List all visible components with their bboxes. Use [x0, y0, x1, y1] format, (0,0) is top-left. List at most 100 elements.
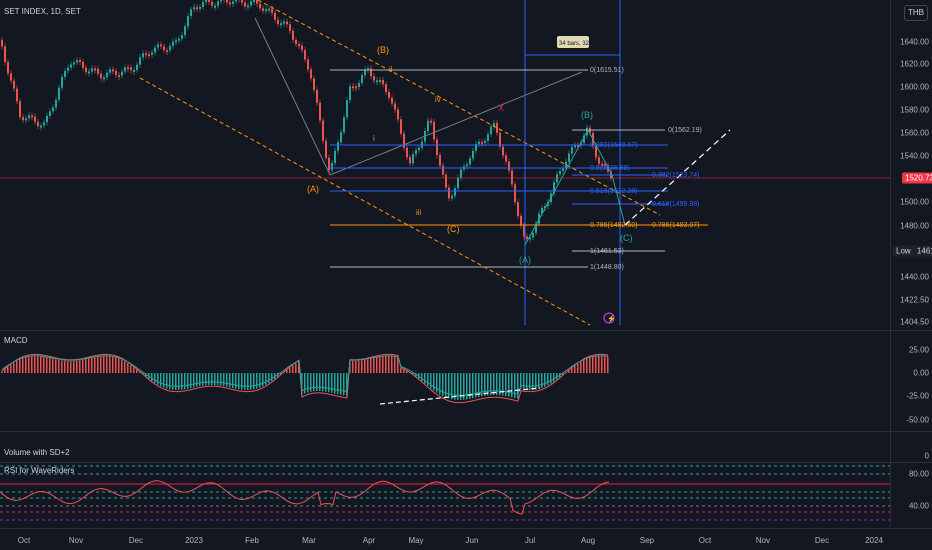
- channel-lower-line: [139, 77, 591, 326]
- fib-label-1538: 0.5(1538.88): [590, 165, 630, 172]
- time-tick: Sep: [639, 536, 655, 545]
- fan-line: [254, 17, 331, 176]
- time-tick: Jul: [524, 536, 536, 545]
- rsi-tick: 80.00: [908, 469, 929, 479]
- fan-line-2: [329, 71, 583, 176]
- price-tick: 1440.00: [900, 272, 929, 282]
- lightning-icon: [603, 312, 615, 324]
- wave-label-i: i: [373, 134, 375, 143]
- macd-histogram: [1, 356, 609, 400]
- wave-label-iii: iii: [416, 208, 422, 217]
- pane-divider[interactable]: [0, 462, 932, 463]
- price-chart-pane[interactable]: (B) (A) (C) ii i iii iv X (A) (B) (C) 0(…: [0, 0, 890, 330]
- price-tick: 1540.00: [900, 151, 929, 161]
- currency-button[interactable]: THB: [904, 5, 928, 21]
- time-tick: Dec: [814, 536, 830, 545]
- time-tick: 2023: [185, 536, 203, 545]
- time-axis-divider: [0, 528, 932, 529]
- currency-label: THB: [908, 8, 924, 17]
- fib-label-1483: 0.786(1483.07): [652, 222, 699, 229]
- current-price-tag: 1520.73: [902, 172, 932, 184]
- low-tag: Low 1461.61: [893, 245, 932, 257]
- volume-title: Volume with SD+2: [4, 448, 70, 457]
- pane-divider[interactable]: [0, 431, 932, 432]
- wave-label-X: X: [498, 103, 504, 113]
- wave-label-B: (B): [377, 45, 389, 55]
- wave-label-B-green: (B): [581, 110, 593, 120]
- macd-axis[interactable]: 25.00 0.00 -25.00 -50.00: [890, 331, 932, 431]
- exchange: SET: [65, 7, 81, 16]
- symbol-title: SET INDEX, 1D, SET: [4, 7, 81, 16]
- macd-tick: -25.00: [906, 391, 929, 401]
- time-tick: Nov: [68, 536, 84, 545]
- symbol-name: SET INDEX: [4, 7, 47, 16]
- fib-label-1499: 0.618(1499.98): [652, 201, 699, 208]
- macd-title: MACD: [4, 336, 28, 345]
- wave-path-green: [524, 128, 626, 246]
- time-tick: May: [408, 536, 424, 545]
- price-tick: 1500.00: [900, 197, 929, 207]
- macd-tick: 25.00: [908, 345, 929, 355]
- rsi-title: RSI for WaveRiders: [4, 466, 75, 475]
- fib-label-1482: 0.786(1482.60): [590, 222, 637, 229]
- date-range-tooltip-bg: [557, 36, 589, 48]
- low-value: 1461.61: [916, 246, 932, 256]
- time-tick: Oct: [17, 536, 31, 545]
- low-label: Low: [896, 246, 911, 256]
- fib-label-1615: 0(1615.51): [590, 67, 624, 74]
- time-tick: Nov: [755, 536, 771, 545]
- time-tick: Feb: [245, 536, 259, 545]
- fib-label-1523: 0.382(1523.74): [652, 172, 699, 179]
- signal-line: [1, 355, 609, 396]
- fib-label-1512: 0.618(1512.28): [590, 188, 637, 195]
- price-tick: 1560.00: [900, 128, 929, 138]
- fib-label-1461: 1(1461.53): [590, 248, 624, 255]
- volume-tick: 0: [924, 451, 929, 461]
- time-axis[interactable]: Oct Nov Dec 2023 Feb Mar Apr May Jun Jul…: [0, 529, 890, 550]
- volume-axis[interactable]: 0: [890, 432, 932, 462]
- wave-label-C-green: (C): [620, 233, 633, 243]
- fib-label-1448: 1(1448.80): [590, 264, 624, 271]
- date-range-tooltip: 34 bars, 32d: [559, 41, 592, 47]
- interval: 1D: [50, 7, 61, 16]
- macd-pane[interactable]: [0, 331, 890, 431]
- time-tick: Apr: [362, 536, 376, 545]
- time-tick: Aug: [580, 536, 596, 545]
- wave-label-A-green: (A): [519, 255, 531, 265]
- rsi-axis[interactable]: 80.00 40.00: [890, 462, 932, 527]
- price-chart-svg: (B) (A) (C) ii i iii iv X (A) (B) (C) 0(…: [0, 0, 890, 326]
- wave-label-C: (C): [447, 224, 460, 234]
- fib-label-1549: 0.382(1549.67): [590, 142, 637, 149]
- price-tick: 1480.00: [900, 221, 929, 231]
- price-tick: 1580.00: [900, 105, 929, 115]
- price-tick: 1640.00: [900, 37, 929, 47]
- macd-tick: -50.00: [906, 415, 929, 425]
- price-tick: 1600.00: [900, 82, 929, 92]
- macd-tick: 0.00: [913, 368, 929, 378]
- rsi-tick: 40.00: [908, 501, 929, 511]
- channel-upper-line: [257, 0, 661, 216]
- price-axis[interactable]: 1640.00 1620.00 1600.00 1580.00 1560.00 …: [890, 0, 932, 330]
- price-tick: 1404.50: [900, 317, 929, 327]
- rsi-pane[interactable]: [0, 462, 890, 527]
- wave-label-A: (A): [307, 184, 319, 194]
- time-tick: Jun: [465, 536, 479, 545]
- svg-text:⚡: ⚡: [607, 314, 616, 323]
- macd-svg: [1, 353, 609, 405]
- price-tick: 1422.50: [900, 295, 929, 305]
- rsi-svg: [0, 465, 890, 521]
- time-tick: Mar: [302, 536, 316, 545]
- projection-path: [624, 129, 731, 226]
- time-tick: 2024: [865, 536, 883, 545]
- macd-divergence-line: [379, 387, 541, 405]
- price-tick: 1620.00: [900, 59, 929, 69]
- candles-group: [1, 0, 612, 243]
- rsi-line: [0, 480, 610, 515]
- time-tick: Oct: [698, 536, 712, 545]
- wave-label-iv: iv: [435, 95, 441, 104]
- macd-line: [1, 353, 609, 404]
- time-tick: Dec: [128, 536, 144, 545]
- fib-label-1562: 0(1562.19): [668, 127, 702, 134]
- pane-divider[interactable]: [0, 330, 932, 331]
- wave-label-ii: ii: [389, 65, 393, 74]
